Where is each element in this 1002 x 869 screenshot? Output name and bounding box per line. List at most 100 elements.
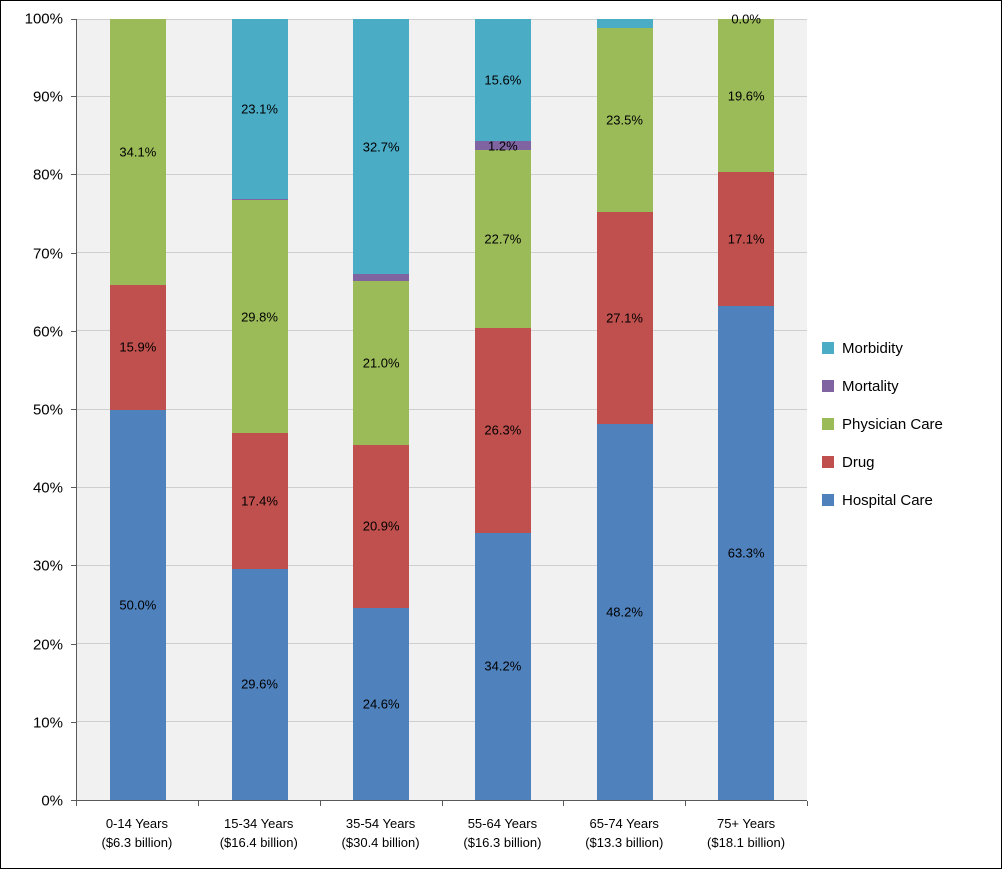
bar-column: 34.2% 26.3% 22.7% 1.2% 15.6%: [474, 19, 531, 800]
y-tick-mark: [71, 409, 76, 410]
legend-label: Hospital Care: [842, 491, 933, 509]
x-tick-mark: [197, 801, 199, 806]
y-tick-mark: [71, 565, 76, 567]
bar-segment-physician-care: [231, 200, 288, 433]
legend: Morbidity Mortality Physician Care Drug Hosp…: [822, 329, 943, 519]
bar-segment-label: 29.6%: [241, 676, 278, 692]
bar-segment-label: 15.6%: [484, 72, 522, 88]
x-tick-mark: [319, 801, 321, 806]
bar-segment-label: 50.0%: [119, 597, 157, 613]
bar-segment-label: 23.5%: [606, 112, 643, 128]
category-label: 0-14 Years ($6.3 billion): [101, 814, 172, 852]
category-label-line2: ($30.4 billion): [341, 835, 420, 850]
legend-swatch-physician-care: [822, 418, 834, 430]
gridline: [77, 408, 807, 410]
bar-column: 29.6% 17.4% 29.8% 23.1%: [231, 19, 288, 800]
gridline: [77, 96, 807, 98]
bar-segment-morbidity: [596, 19, 653, 29]
y-tick-mark: [71, 487, 76, 489]
bar-segment-label: 22.7%: [484, 231, 522, 247]
bar-segment-mortality: [353, 274, 410, 281]
bar-segment-hospital-care: [109, 409, 166, 800]
category-label-line1: 35-54 Years: [345, 816, 416, 831]
category-label-line1: 0-14 Years: [105, 816, 168, 831]
legend-swatch-drug: [822, 456, 834, 468]
legend-swatch-hospital-care: [822, 494, 834, 506]
y-tick-label: 50%: [32, 401, 63, 419]
bar-segment-label: 0.0%: [731, 11, 761, 27]
legend-label: Morbidity: [842, 339, 903, 357]
category-label: 15-34 Years ($16.4 billion): [220, 814, 298, 852]
legend-label: Mortality: [842, 377, 899, 395]
bar-segment-drug: [474, 327, 531, 533]
bar-segment-label: 63.3%: [727, 545, 765, 561]
y-tick-mark: [71, 252, 76, 254]
gridline: [77, 252, 807, 254]
category-label-line2: ($13.3 billion): [585, 835, 664, 850]
category-label-line1: 65-74 Years: [589, 816, 659, 831]
bar-segment-label: 23.1%: [241, 101, 278, 117]
y-tick-label: 90%: [32, 88, 63, 106]
bar-segment-drug: [231, 432, 288, 569]
y-tick-mark: [71, 330, 76, 332]
category-label-line2: ($18.1 billion): [707, 835, 786, 850]
bar-segment-physician-care: [718, 19, 775, 173]
y-tick-label: 30%: [32, 557, 63, 575]
y-tick-label: 10%: [32, 714, 63, 732]
legend-label: Physician Care: [842, 415, 943, 433]
bar-segment-label: 20.9%: [362, 518, 400, 534]
plot-area: 50.0% 15.9% 34.1% 29.6% 17.4% 29.8% 23.1% 24.6%…: [76, 12, 807, 801]
gridline: [77, 564, 807, 566]
y-tick-mark: [71, 174, 76, 176]
legend-item: Physician Care: [822, 405, 943, 443]
x-tick-mark: [441, 801, 443, 806]
bar-segment-label: 24.6%: [362, 696, 400, 712]
x-tick-mark: [563, 801, 565, 806]
category-label: 35-54 Years ($30.4 billion): [342, 814, 420, 852]
bar-segment-physician-care: [109, 19, 166, 286]
category-label-line1: 15-34 Years: [224, 816, 294, 831]
y-tick-label: 70%: [32, 245, 63, 263]
y-tick-label: 0%: [41, 792, 63, 810]
category-label-line1: 55-64 Years: [467, 816, 538, 831]
bar-segment-hospital-care: [718, 305, 775, 800]
category-label-line2: ($16.4 billion): [219, 835, 298, 850]
bar-segment-physician-care: [353, 280, 410, 445]
bar-segment-label: 17.4%: [241, 493, 278, 509]
legend-item: Drug: [822, 443, 943, 481]
bar-segment-label: 32.7%: [362, 139, 400, 155]
bar-segment-label: 17.1%: [727, 231, 765, 247]
gridline: [77, 486, 807, 488]
bar-segment-drug: [596, 211, 653, 424]
bar-segment-label: 29.8%: [241, 309, 278, 325]
category-label: 65-74 Years ($13.3 billion): [585, 814, 663, 852]
bar-column: 24.6% 20.9% 21.0% 32.7%: [353, 19, 410, 800]
y-tick-mark: [71, 96, 76, 98]
bar-segment-label: 15.9%: [119, 339, 157, 355]
y-tick-label: 40%: [32, 479, 63, 497]
bar-segment-drug: [353, 444, 410, 608]
bar-segment-label: 34.1%: [119, 144, 157, 160]
category-label-line2: ($16.3 billion): [463, 835, 542, 850]
category-label-line2: ($6.3 billion): [101, 835, 173, 850]
legend-label: Drug: [842, 453, 875, 471]
bar-segment-hospital-care: [596, 423, 653, 800]
legend-swatch-morbidity: [822, 342, 834, 354]
legend-item: Mortality: [822, 367, 943, 405]
bar-segment-hospital-care: [474, 532, 531, 800]
gridline: [77, 330, 807, 332]
gridline: [77, 720, 807, 722]
bar-segment-label: 1.2%: [488, 138, 518, 154]
y-tick-mark: [71, 19, 76, 20]
legend-swatch-mortality: [822, 380, 834, 392]
bar-segment-label: 34.2%: [484, 658, 522, 674]
bar-segment-physician-care: [474, 150, 531, 328]
bar-segment-morbidity: [474, 19, 531, 141]
bar-segment-label: 26.3%: [484, 422, 522, 438]
x-tick-mark: [685, 801, 687, 806]
y-tick-mark: [71, 721, 76, 723]
x-tick-mark: [807, 801, 808, 806]
bar-segment-label: 19.6%: [727, 88, 765, 104]
bar-segment-label: 48.2%: [606, 604, 643, 620]
gridline: [77, 642, 807, 644]
